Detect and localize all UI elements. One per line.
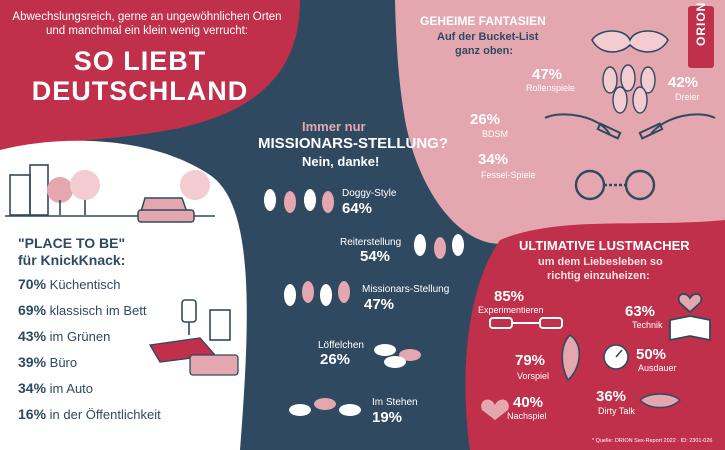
position-label: Missionars-Stellung xyxy=(362,284,450,295)
fantasy-pct: 42% xyxy=(668,74,699,91)
lust-pct: 50% xyxy=(636,346,667,363)
feather-icon xyxy=(561,333,580,382)
position-label: Doggy-Style xyxy=(342,188,397,199)
lustmacher-title: ULTIMATIVE LUSTMACHER xyxy=(519,238,690,253)
top-right-pink-blob xyxy=(395,0,725,244)
place-row: 39% Büro xyxy=(18,354,78,370)
fantasy-pct: 47% xyxy=(532,66,563,83)
place-row: 70% Küchentisch xyxy=(18,276,121,292)
fantasies-title: GEHEIME FANTASIEN xyxy=(420,14,546,28)
fantasy-label: Fessel-Spiele xyxy=(481,170,536,180)
bed-icon xyxy=(189,354,239,376)
footprints-standing-icon xyxy=(289,398,361,416)
lust-label: Nachspiel xyxy=(507,411,547,421)
book-heart-icon xyxy=(669,293,711,342)
city-skyline-icon xyxy=(5,164,215,217)
positions-title-line2: MISSIONARS-STELLUNG? xyxy=(258,135,448,152)
top-left-red-blob xyxy=(0,0,300,150)
whip-icon xyxy=(544,113,716,140)
fantasy-label: Dreier xyxy=(675,92,700,102)
fantasy-label: Rollenspiele xyxy=(526,83,576,93)
place-row: 16% in der Öffentlichkeit xyxy=(18,406,161,422)
positions-title-line3: Nein, danke! xyxy=(302,154,380,169)
source-note: * Quelle: ORION Sex-Report 2022 · ID: 23… xyxy=(592,438,713,444)
lust-pct: 36% xyxy=(596,388,627,405)
lust-label: Technik xyxy=(632,320,663,330)
fantasies-subtitle-line1: Auf der Bucket-List xyxy=(437,31,539,43)
place-title-line2: für KnickKnack: xyxy=(18,252,126,268)
footprints-reiter-icon xyxy=(414,234,464,259)
position-pct: 64% xyxy=(342,200,373,217)
place-row: 34% im Auto xyxy=(18,380,94,396)
lust-label: Ausdauer xyxy=(638,363,677,373)
place-row: 43% im Grünen xyxy=(18,328,111,344)
position-pct: 54% xyxy=(360,248,391,265)
position-pct: 19% xyxy=(372,409,403,426)
footprints-spoon-icon xyxy=(374,344,421,368)
place-row: 69% klassisch im Bett xyxy=(18,302,147,318)
lustmacher-subtitle-line1: um dem Liebesleben so xyxy=(538,256,663,268)
lips-icon xyxy=(638,393,682,409)
position-pct: 26% xyxy=(320,351,351,368)
position-pct: 47% xyxy=(364,296,395,313)
stopwatch-icon xyxy=(603,344,629,370)
handcuff-experiment-icon xyxy=(489,317,563,329)
fantasy-pct: 26% xyxy=(470,111,501,128)
bottom-right-red-blob xyxy=(465,220,725,450)
feet-threesome-icon xyxy=(602,64,656,114)
footprints-doggy-icon xyxy=(264,189,334,213)
car-icon xyxy=(137,197,195,223)
lustmacher-subtitle-line2: richtig einzuheizen: xyxy=(547,270,650,282)
lust-pct: 85% xyxy=(494,288,525,305)
mask-icon xyxy=(591,30,669,53)
office-chair-icon xyxy=(181,299,231,341)
position-label: Reiterstellung xyxy=(340,237,402,248)
lust-label: Dirty Talk xyxy=(598,406,635,416)
lust-pct: 63% xyxy=(625,303,656,320)
lust-label: Vorspiel xyxy=(517,371,550,381)
place-title-line1: "PLACE TO BE" xyxy=(18,235,126,251)
position-label: Löffelchen xyxy=(318,340,364,351)
lust-pct: 40% xyxy=(513,394,544,411)
orion-logo: ORION xyxy=(688,2,714,68)
positions-title-line1: Immer nur xyxy=(302,119,366,134)
position-label: Im Stehen xyxy=(372,397,418,408)
fantasy-pct: 34% xyxy=(478,151,509,168)
title-line2: DEUTSCHLAND xyxy=(31,76,249,106)
intro-text: Abwechslungsreich, gerne an ungewöhnlich… xyxy=(12,11,282,37)
handcuffs-icon xyxy=(574,169,656,201)
hearts-icon xyxy=(481,399,509,420)
footprints-missionary-icon xyxy=(284,281,350,306)
title-line1: SO LIEBT xyxy=(73,46,207,76)
lust-pct: 79% xyxy=(515,352,546,369)
fantasy-label: BDSM xyxy=(482,129,509,139)
lust-label: Experimentieren xyxy=(478,305,544,315)
fantasies-subtitle-line2: ganz oben: xyxy=(455,45,514,57)
